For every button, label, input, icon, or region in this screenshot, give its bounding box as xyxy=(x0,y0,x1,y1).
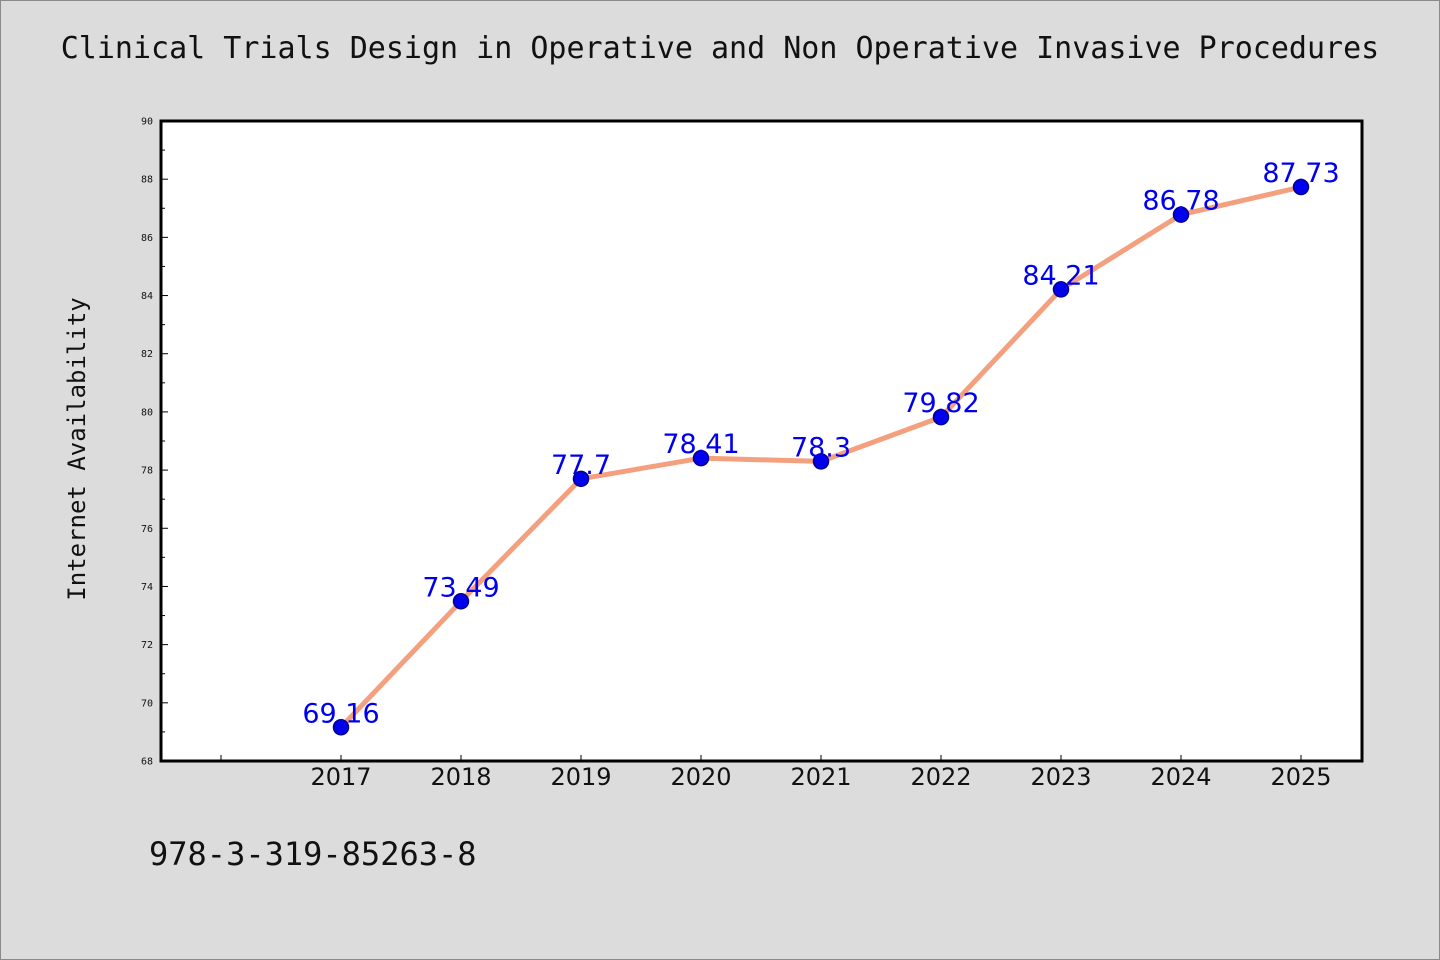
x-tick-label: 2019 xyxy=(550,763,611,791)
data-label: 79.82 xyxy=(902,388,979,419)
data-point xyxy=(692,449,710,467)
y-tick-label: 80 xyxy=(141,407,153,418)
y-tick-label: 70 xyxy=(141,698,153,709)
y-tick-label: 86 xyxy=(141,233,153,244)
y-tick-label: 68 xyxy=(141,757,153,768)
data-label: 78.41 xyxy=(662,429,739,460)
data-label: 84.21 xyxy=(1022,260,1099,291)
data-point xyxy=(1172,206,1190,223)
y-tick-label: 82 xyxy=(141,349,153,360)
data-label: 86.78 xyxy=(1142,186,1219,217)
x-tick-label: 2025 xyxy=(1270,763,1331,791)
x-tick-label: 2023 xyxy=(1030,763,1091,791)
x-tick-label: 2021 xyxy=(790,763,851,791)
y-tick-label: 72 xyxy=(141,640,153,651)
data-label: 77.7 xyxy=(551,450,611,481)
y-tick-label: 78 xyxy=(141,466,153,477)
x-tick-label: 2020 xyxy=(670,763,731,791)
isbn-text: 978-3-319-85263-8 xyxy=(149,835,477,873)
y-tick-label: 84 xyxy=(141,291,153,302)
chart-title: Clinical Trials Design in Operative and … xyxy=(60,31,1380,66)
y-tick-label: 74 xyxy=(141,582,153,593)
data-point xyxy=(932,408,950,426)
data-label: 73.49 xyxy=(422,572,499,603)
x-tick-label: 2024 xyxy=(1150,763,1211,791)
data-point xyxy=(812,453,830,470)
data-label: 87.73 xyxy=(1262,158,1339,189)
data-point xyxy=(332,719,350,736)
x-tick-label: 2022 xyxy=(910,763,971,791)
data-label: 69.16 xyxy=(302,698,379,729)
data-label: 78.3 xyxy=(791,432,851,463)
data-point xyxy=(1292,178,1310,196)
x-tick-label: 2018 xyxy=(430,763,491,791)
data-point xyxy=(1052,281,1070,298)
y-tick-label: 90 xyxy=(141,117,153,128)
y-tick-label: 76 xyxy=(141,524,153,535)
x-tick-label: 2017 xyxy=(310,763,371,791)
data-point xyxy=(572,470,590,488)
data-point xyxy=(452,593,470,610)
y-tick-label: 88 xyxy=(141,175,153,186)
